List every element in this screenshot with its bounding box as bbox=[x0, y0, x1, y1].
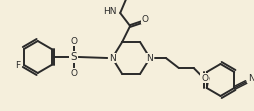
Text: S: S bbox=[70, 52, 76, 62]
Text: O: O bbox=[141, 15, 148, 24]
Text: O: O bbox=[70, 37, 77, 46]
Text: O: O bbox=[70, 68, 77, 77]
Text: O: O bbox=[200, 73, 207, 82]
Text: N: N bbox=[108, 54, 115, 62]
Text: N: N bbox=[146, 54, 153, 62]
Text: N: N bbox=[247, 73, 253, 82]
Text: HN: HN bbox=[102, 7, 116, 16]
Text: F: F bbox=[15, 60, 20, 69]
